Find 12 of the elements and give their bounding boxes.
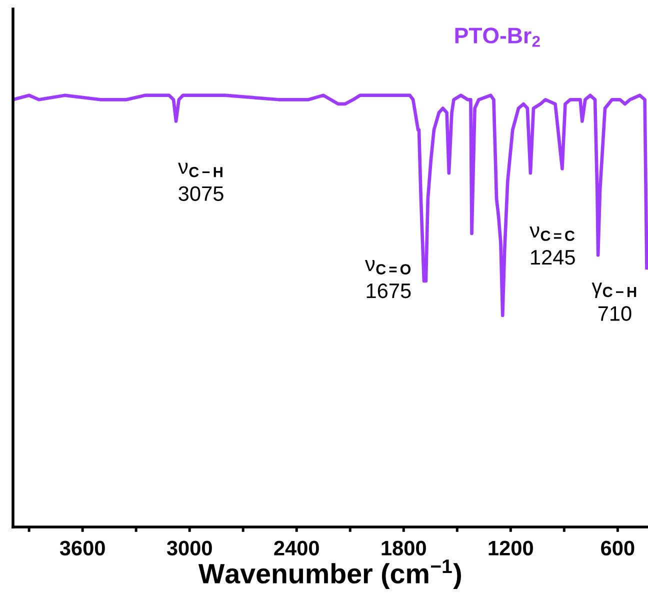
annotation: ν$_{C=C}$ 1245 (530, 226, 575, 265)
x-tick-label: 3000 (166, 540, 212, 556)
x-tick-label: 1800 (382, 540, 426, 556)
x-tick-label: 1200 (488, 540, 533, 556)
x-tick-label: 600 (601, 540, 634, 556)
chart-title: PTO-Br$_{2}$ (455, 28, 540, 47)
annotation: γ$_{C−H}$ 710 (592, 282, 636, 321)
x-tick-label: 3600 (60, 540, 105, 556)
x-tick-label: 2400 (274, 540, 319, 556)
annotation: ν$_{C−H}$ 3075 (178, 162, 224, 202)
x-axis-title: Wavenumber (cm$^{−1}$) (198, 560, 461, 590)
annotation: ν$_{C=O}$ 1675 (364, 260, 411, 298)
